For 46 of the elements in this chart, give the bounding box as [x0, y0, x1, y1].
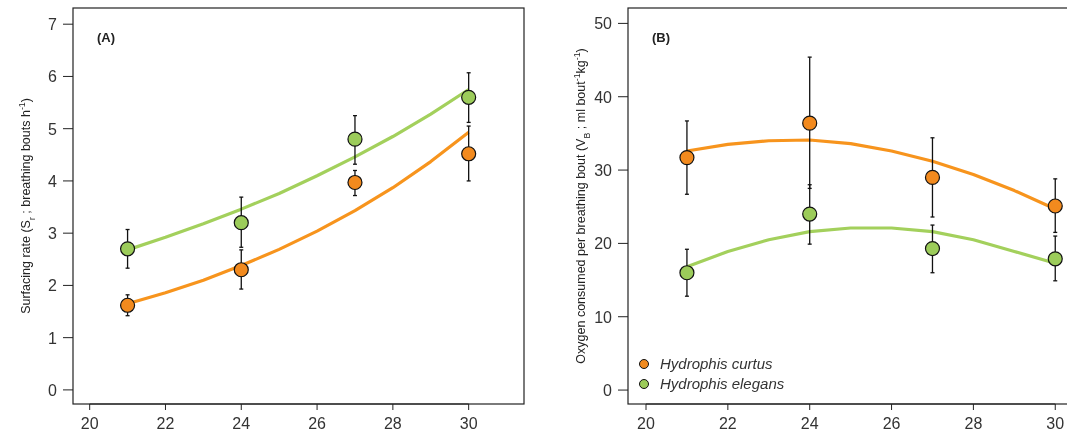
y-tick-label: 40 [594, 88, 613, 106]
y-tick-label: 0 [603, 382, 613, 400]
x-tick-label: 22 [718, 415, 737, 432]
point [461, 89, 477, 105]
point [1047, 251, 1063, 267]
point [119, 297, 136, 313]
y-tick-label: 10 [594, 308, 613, 326]
y-tick-label: 1 [48, 329, 58, 347]
y-tick-label: 20 [594, 235, 613, 253]
y-tick-label: 0 [48, 381, 58, 399]
y-tick-label: 30 [594, 162, 613, 180]
point [802, 206, 818, 222]
x-tick-label: 30 [1046, 415, 1065, 432]
text: (A) [97, 30, 116, 45]
x-tick-label: 22 [156, 415, 175, 432]
text: (B) [652, 30, 671, 45]
point [924, 169, 941, 185]
y-tick-label: 2 [48, 277, 58, 295]
y-tick-label: 4 [48, 172, 58, 190]
x-tick-label: 24 [232, 415, 251, 432]
x-tick-label: 30 [459, 415, 478, 432]
y-tick-label: 6 [48, 68, 58, 86]
x-tick-label: 28 [964, 415, 983, 432]
point [347, 131, 363, 147]
point [679, 265, 695, 281]
point [679, 150, 695, 166]
point [461, 146, 477, 162]
y-tick-label: 5 [48, 120, 58, 138]
y-tick-label: 3 [48, 225, 58, 243]
legend-label: Hydrophis elegans [660, 375, 785, 392]
x-tick-label: 28 [383, 415, 402, 432]
point [233, 262, 249, 278]
y-tick-label: 50 [594, 15, 613, 33]
x-tick-label: 20 [637, 415, 656, 432]
point [233, 215, 249, 231]
point [119, 241, 136, 257]
point [347, 174, 363, 191]
x-tick-label: 26 [308, 415, 327, 432]
x-tick-label: 26 [882, 415, 901, 432]
point [802, 115, 818, 131]
x-tick-label: 24 [800, 415, 819, 432]
x-tick-label: 20 [80, 415, 99, 432]
point [924, 240, 941, 257]
y-tick-label: 7 [48, 16, 58, 34]
point [1047, 198, 1063, 214]
legend-label: Hydrophis curtus [660, 355, 774, 372]
